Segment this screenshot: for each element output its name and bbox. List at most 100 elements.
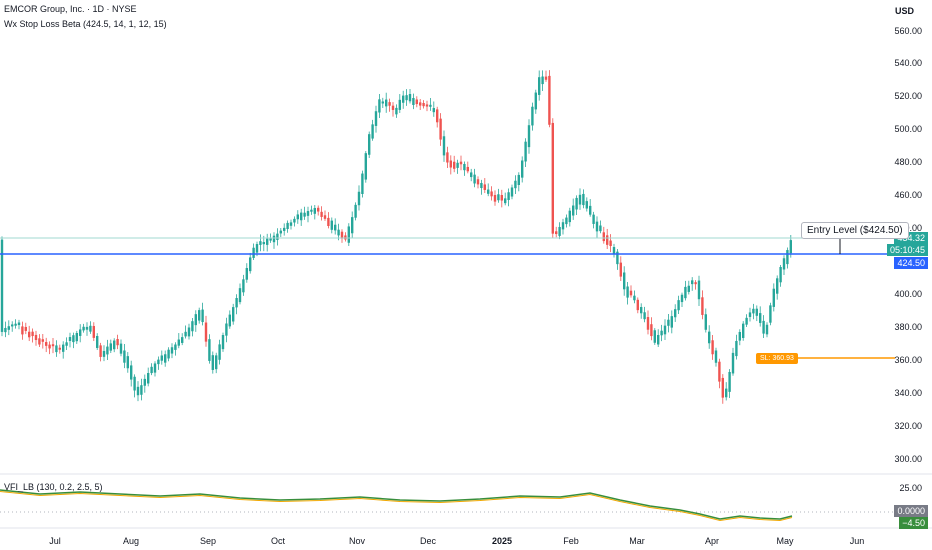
candle-body bbox=[623, 272, 626, 290]
candle-body bbox=[300, 212, 303, 221]
candle-body bbox=[701, 297, 704, 315]
price-axis-tick: 460.00 bbox=[894, 190, 922, 200]
candle-body bbox=[361, 173, 364, 194]
candle-body bbox=[269, 238, 272, 241]
vfi-value-tag: −4.50 bbox=[899, 517, 928, 529]
candle-body bbox=[96, 335, 99, 348]
candle-body bbox=[62, 344, 65, 352]
candle-body bbox=[585, 201, 588, 209]
vfi-title: VFI_LB (130, 0.2, 2.5, 5) bbox=[4, 482, 103, 492]
candle-body bbox=[28, 331, 31, 338]
candle-body bbox=[266, 238, 269, 245]
candle-body bbox=[402, 95, 405, 103]
candle-body bbox=[340, 231, 344, 239]
candle-body bbox=[711, 340, 714, 355]
candle-body bbox=[493, 194, 497, 202]
candle-body bbox=[140, 385, 143, 395]
vfi-zero-tag: 0.0000 bbox=[894, 505, 928, 517]
candle-body bbox=[578, 194, 582, 205]
candle-body bbox=[344, 235, 347, 240]
candle-body bbox=[633, 295, 636, 301]
candle-body bbox=[575, 197, 578, 210]
candle-body bbox=[368, 134, 371, 155]
candle-body bbox=[456, 162, 459, 168]
candle-body bbox=[177, 339, 180, 346]
candle-body bbox=[255, 244, 259, 253]
candle-body bbox=[357, 191, 361, 206]
candle-body bbox=[334, 224, 337, 231]
candle-body bbox=[221, 335, 225, 350]
candle-body bbox=[432, 108, 435, 113]
candle-body bbox=[378, 99, 381, 113]
candle-body bbox=[463, 163, 466, 171]
candle-body bbox=[215, 355, 218, 370]
candle-body bbox=[534, 92, 537, 110]
candle-body bbox=[429, 104, 432, 107]
candle-body bbox=[293, 218, 296, 223]
candle-body bbox=[157, 359, 160, 365]
entry-price-tag: 424.50 bbox=[894, 257, 928, 269]
candle-body bbox=[225, 323, 228, 336]
candle-body bbox=[738, 331, 741, 341]
vfi-signal-line bbox=[0, 491, 793, 522]
candle-body bbox=[565, 217, 568, 225]
candle-body bbox=[72, 335, 75, 343]
candle-body bbox=[490, 191, 493, 197]
candle-body bbox=[653, 330, 656, 343]
candle-body bbox=[616, 251, 619, 265]
price-axis-tick: 480.00 bbox=[894, 157, 922, 167]
candle-body bbox=[595, 221, 599, 232]
candle-body bbox=[721, 377, 724, 398]
candle-body bbox=[109, 343, 112, 351]
candle-body bbox=[208, 339, 211, 361]
candle-body bbox=[92, 326, 95, 338]
candle-body bbox=[786, 250, 789, 265]
candle-body bbox=[599, 225, 602, 232]
candle-body bbox=[626, 286, 629, 298]
time-axis-tick: Jun bbox=[849, 536, 865, 546]
candle-body bbox=[568, 210, 571, 223]
candle-body bbox=[106, 346, 109, 355]
candle-body bbox=[483, 184, 486, 190]
time-axis-tick: Oct bbox=[270, 536, 286, 546]
candle-body bbox=[51, 344, 55, 347]
candle-body bbox=[762, 320, 765, 334]
candle-body bbox=[113, 340, 116, 350]
time-axis-tick: Jul bbox=[49, 536, 61, 546]
candle-body bbox=[541, 76, 544, 85]
candle-body bbox=[643, 312, 646, 320]
candle-body bbox=[415, 99, 418, 105]
candle-body bbox=[272, 235, 276, 243]
candle-body bbox=[82, 326, 85, 331]
candle-body bbox=[24, 326, 27, 331]
candle-body bbox=[279, 230, 282, 234]
candle-body bbox=[123, 350, 126, 363]
candle-body bbox=[589, 205, 592, 215]
candle-body bbox=[752, 308, 755, 314]
candle-body bbox=[759, 313, 762, 323]
currency-label[interactable]: USD bbox=[894, 6, 914, 16]
time-axis-tick: Aug bbox=[122, 536, 140, 546]
candle-body bbox=[697, 280, 701, 300]
candle-body bbox=[507, 192, 510, 200]
candle-body bbox=[232, 307, 235, 322]
candle-body bbox=[283, 227, 286, 231]
stop-loss-label[interactable]: SL: 360.93 bbox=[756, 353, 798, 364]
candle-body bbox=[636, 299, 639, 311]
candle-body bbox=[592, 214, 595, 224]
candle-body bbox=[191, 321, 194, 332]
price-axis-tick: 320.00 bbox=[894, 421, 922, 431]
candle-body bbox=[422, 103, 425, 107]
symbol-title: EMCOR Group, Inc. · 1D · NYSE bbox=[4, 4, 137, 14]
candle-body bbox=[544, 76, 548, 80]
candle-body bbox=[167, 349, 170, 359]
candle-body bbox=[674, 309, 677, 318]
candle-body bbox=[306, 211, 310, 216]
price-axis-tick: 380.00 bbox=[894, 322, 922, 332]
entry-level-label[interactable]: Entry Level ($424.50) bbox=[801, 222, 909, 239]
candle-body bbox=[735, 340, 738, 357]
vfi-line bbox=[0, 489, 793, 520]
candle-body bbox=[776, 278, 779, 294]
candle-body bbox=[351, 217, 354, 234]
